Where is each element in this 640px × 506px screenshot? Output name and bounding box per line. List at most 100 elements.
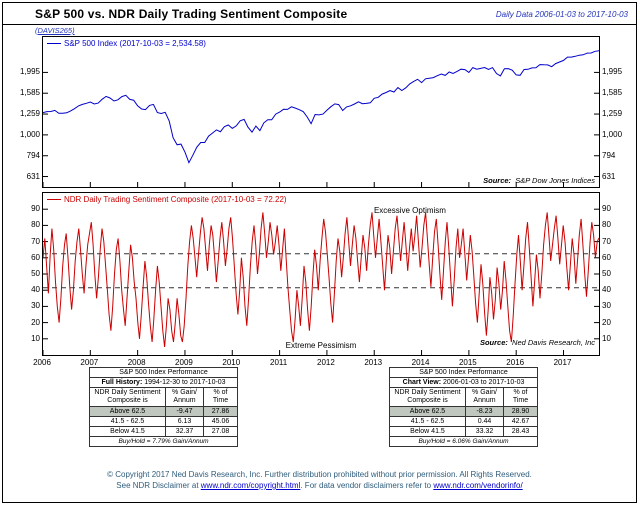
perf-table-cell: Below 41.5 (389, 426, 466, 438)
perf-table-cell: 6.13 (165, 416, 204, 428)
x-axis-year-label: 2012 (317, 358, 335, 367)
table-title: S&P 500 Index Performance (88, 367, 239, 378)
source-text: S&P Dow Jones Indices (515, 176, 595, 185)
perf-table-cell: Above 62.5 (389, 406, 466, 418)
y-tick-label: 90 (602, 204, 611, 214)
table-subtitle-range: 1994-12-30 to 2017-10-03 (144, 379, 226, 386)
x-axis-year-label: 2013 (364, 358, 383, 367)
y-tick-label: 1,995 (602, 67, 623, 77)
sentiment-source: Source: Ned Davis Research, Inc (480, 338, 595, 347)
perf-table-cell: Above 62.5 (89, 406, 166, 418)
perf-table-body: Above 62.5 -9.47 27.86 41.5 - 62.5 6.13 45.06… (89, 406, 239, 438)
perf-table-cell: 42.67 (502, 416, 539, 428)
y-tick-label: 80 (31, 220, 40, 230)
y-tick-label: 70 (602, 236, 611, 246)
y-tick-label: 1,259 (19, 109, 40, 119)
y-tick-label: 70 (31, 236, 40, 246)
sentiment-chart (43, 208, 599, 355)
chart-id-link[interactable]: (DAVIS265) (35, 26, 75, 35)
table-subtitle-label: Chart View: (402, 379, 442, 386)
x-axis-labels: 2006 2007 2008 2009 2010 2011 2012 2013 2014 2015… (33, 358, 600, 368)
y-tick-label: 631 (602, 171, 616, 181)
x-axis-year-label: 2010 (222, 358, 241, 367)
table-col-header: % Gain/ Annum (465, 386, 504, 408)
table-subtitle: Chart View: 2006-01-03 to 2017-10-03 (388, 377, 539, 388)
x-axis-year-label: 2015 (458, 358, 477, 367)
sp500-legend: S&P 500 Index (2017-10-03 = 2,534.58) (47, 39, 206, 48)
perf-table-row: 41.5 - 62.5 6.13 45.06 (89, 416, 239, 428)
footer-copyright: © Copyright 2017 Ned Davis Research, Inc… (107, 470, 532, 479)
y-tick-label: 60 (602, 252, 611, 262)
sp500-source: Source: S&P Dow Jones Indices (483, 176, 595, 185)
table-col-header: % Gain/ Annum (165, 386, 204, 408)
perf-table-cell: 41.5 - 62.5 (389, 416, 466, 428)
x-axis-year-label: 2006 (33, 358, 51, 367)
table-col-header: NDR Daily Sentiment Composite is (89, 386, 166, 408)
perf-table-cell: 0.44 (465, 416, 504, 428)
y-tick-label: 50 (602, 269, 611, 278)
y-tick-label: 60 (31, 252, 40, 262)
copyright-link[interactable]: www.ndr.com/copyright.html (200, 481, 301, 490)
perf-table-cell: 45.06 (202, 416, 239, 428)
y-tick-label: 1,000 (19, 129, 40, 139)
y-tick-label: 1,000 (602, 129, 623, 139)
sentiment-legend: NDR Daily Trading Sentiment Composite (2… (47, 195, 287, 204)
table-subtitle: Full History: 1994-12-30 to 2017-10-03 (88, 377, 239, 388)
footer-text: See NDR Disclaimer at (116, 481, 201, 490)
x-axis-year-label: 2008 (127, 358, 146, 367)
y-tick-label: 80 (602, 220, 611, 230)
sentiment-yaxis-right: 90 80 70 60 50 40 30 20 10 (602, 193, 635, 357)
perf-table-cell: -8.23 (465, 406, 504, 418)
y-tick-label: 50 (31, 269, 40, 278)
y-tick-label: 40 (602, 285, 611, 295)
perf-table-cell: 28.43 (502, 426, 539, 438)
performance-table-full-history: S&P 500 Index Performance Full History: … (88, 367, 239, 448)
perf-table-cell: 32.37 (165, 426, 204, 438)
table-title: S&P 500 Index Performance (388, 367, 539, 378)
y-tick-label: 1,995 (19, 67, 40, 77)
y-tick-label: 794 (26, 150, 40, 160)
sentiment-panel: NDR Daily Trading Sentiment Composite (2… (42, 192, 600, 356)
sp500-legend-label: S&P 500 Index (2017-10-03 = 2,534.58) (64, 39, 206, 48)
perf-table-row: 41.5 - 62.5 0.44 42.67 (389, 416, 539, 428)
y-tick-label: 794 (602, 150, 616, 160)
table-col-header: % of Time (502, 386, 539, 408)
y-tick-label: 10 (602, 333, 611, 343)
sp500-line (43, 50, 599, 164)
y-tick-label: 1,259 (602, 109, 623, 119)
y-tick-label: 90 (31, 204, 40, 214)
perf-table-cell: 27.86 (202, 406, 239, 418)
y-tick-label: 631 (26, 171, 40, 181)
performance-table-chart-view: S&P 500 Index Performance Chart View: 20… (388, 367, 539, 448)
perf-table-cell: 33.32 (465, 426, 504, 438)
sp500-line-swatch (47, 43, 61, 44)
y-tick-label: 1,585 (602, 88, 623, 98)
y-tick-label: 10 (31, 333, 40, 343)
source-label: Source: (479, 338, 508, 347)
perf-table-row: Above 62.5 -9.47 27.86 (89, 406, 239, 418)
excessive-optimism-label: Excessive Optimism (373, 206, 446, 215)
sentiment-legend-label: NDR Daily Trading Sentiment Composite (2… (64, 195, 287, 204)
perf-table-cell: 28.90 (502, 406, 539, 418)
extreme-pessimism-label: Extreme Pessimism (285, 341, 357, 350)
x-axis-year-label: 2009 (175, 358, 193, 367)
sp500-panel: S&P 500 Index (2017-10-03 = 2,534.58) So… (42, 36, 600, 188)
x-axis-year-label: 2016 (506, 358, 525, 367)
footer-disclaimer: See NDR Disclaimer at www.ndr.com/copyri… (3, 481, 636, 490)
table-subtitle-label: Full History: (101, 379, 143, 386)
sentiment-yaxis-left: 90 80 70 60 50 40 30 20 10 (7, 193, 40, 357)
x-axis-year-label: 2011 (269, 358, 288, 367)
sentiment-line (43, 212, 599, 347)
vendorinfo-link[interactable]: www.ndr.com/vendorinfo/ (433, 481, 523, 490)
y-tick-label: 40 (31, 285, 40, 295)
table-footnote: Buy/Hold = 6.06% Gain/Annum (388, 436, 539, 448)
y-tick-label: 30 (602, 301, 611, 311)
x-axis-year-label: 2014 (411, 358, 430, 367)
x-axis-year-label: 2017 (553, 358, 572, 367)
sp500-chart (43, 50, 599, 187)
perf-table-cell: Below 41.5 (89, 426, 166, 438)
page-title: S&P 500 vs. NDR Daily Trading Sentiment … (35, 7, 348, 21)
source-text: Ned Davis Research, Inc (512, 338, 595, 347)
y-tick-label: 1,585 (19, 88, 40, 98)
